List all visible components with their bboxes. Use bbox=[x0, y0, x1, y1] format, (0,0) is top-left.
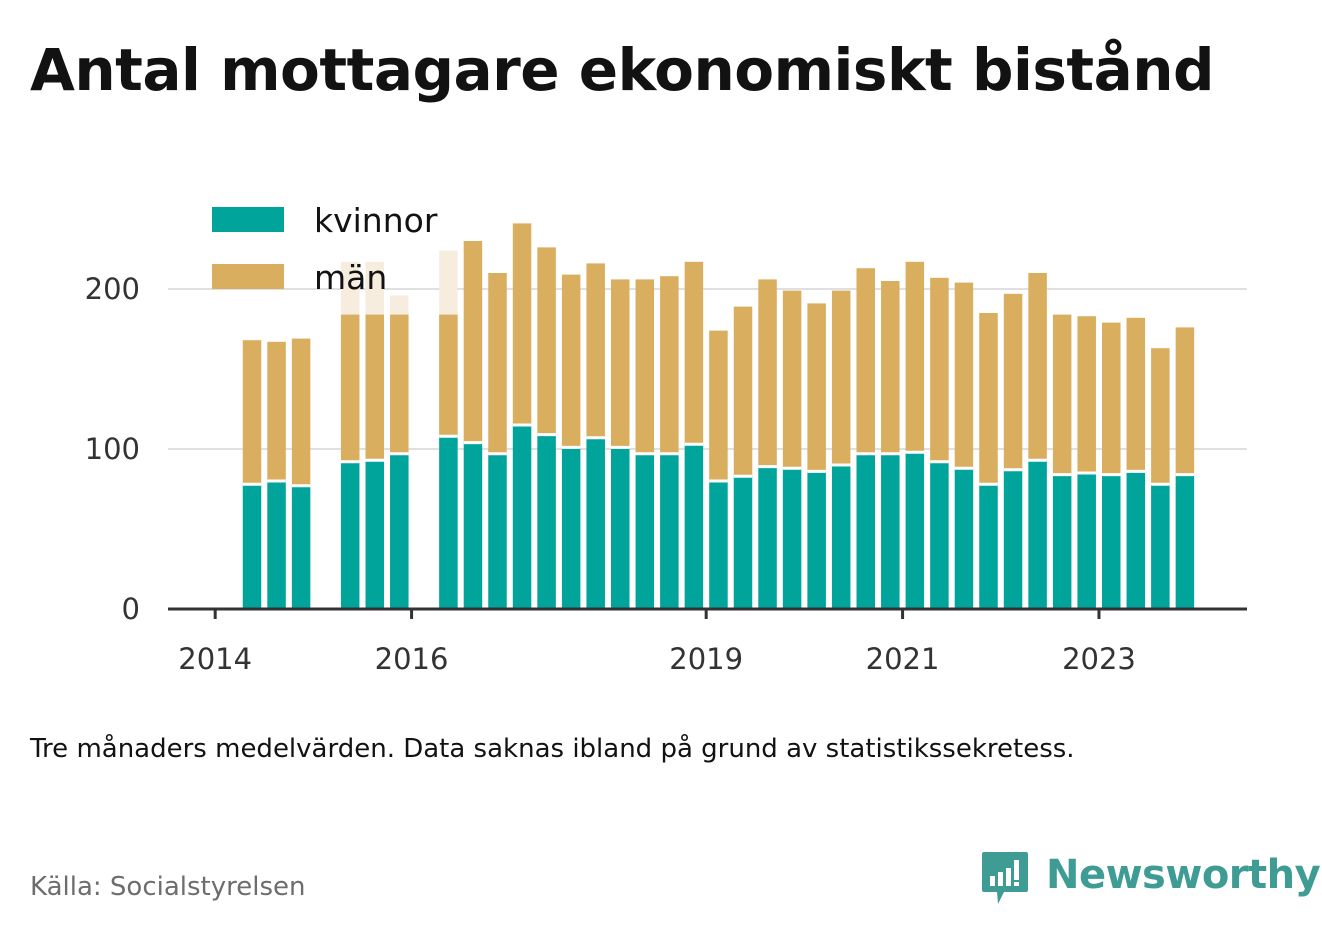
bar-man-2021-Q3 bbox=[954, 282, 974, 469]
bar-kvinnor-2022-Q3 bbox=[1052, 474, 1072, 609]
y-tick-label: 0 bbox=[122, 592, 140, 626]
bar-man-2018-Q2 bbox=[635, 279, 655, 454]
bar-kvinnor-2021-Q4 bbox=[979, 484, 998, 609]
bar-kvinnor-2015-Q3 bbox=[365, 460, 384, 609]
legend-label: män bbox=[314, 258, 387, 297]
source-label: Källa: Socialstyrelsen bbox=[30, 872, 306, 902]
bar-kvinnor-2016-Q3 bbox=[463, 442, 483, 609]
bar-kvinnor-2017-Q1 bbox=[512, 425, 532, 609]
bar-man-2021-Q2 bbox=[930, 277, 949, 462]
x-tick-label: 2019 bbox=[669, 642, 743, 676]
x-tick-label: 2023 bbox=[1062, 642, 1136, 676]
bar-man-2018-Q4 bbox=[684, 261, 704, 445]
bar-man-2023-Q1 bbox=[1102, 322, 1121, 475]
bar-chart-speech-bubble-icon bbox=[982, 852, 1028, 904]
bar-kvinnor-2014-Q4 bbox=[291, 485, 311, 609]
bar-man-2017-Q3 bbox=[561, 274, 581, 448]
x-tick-label: 2021 bbox=[866, 642, 940, 676]
brand-name: Newsworthy bbox=[1046, 852, 1321, 898]
y-tick-label: 100 bbox=[85, 432, 140, 466]
bar-kvinnor-2018-Q4 bbox=[684, 444, 704, 609]
bar-kvinnor-2018-Q1 bbox=[611, 447, 630, 609]
bar-kvinnor-2019-Q1 bbox=[709, 481, 728, 609]
bar-kvinnor-2021-Q2 bbox=[930, 461, 949, 609]
bar-kvinnor-2021-Q3 bbox=[954, 468, 974, 609]
bar-man-2016-Q4 bbox=[488, 273, 507, 454]
x-tick-label: 2014 bbox=[178, 642, 252, 676]
bar-man-2016-Q2 bbox=[439, 314, 458, 437]
bar-man-2023-Q3 bbox=[1151, 348, 1170, 485]
bar-man-2015-Q3 bbox=[365, 314, 384, 461]
bar-kvinnor-2023-Q4 bbox=[1175, 474, 1195, 609]
x-axis: 2014 2016 2019 2021 2023 bbox=[168, 607, 1247, 676]
y-tick-label: 200 bbox=[85, 272, 140, 306]
bar-man-2018-Q1 bbox=[611, 279, 630, 448]
bar-kvinnor-2018-Q2 bbox=[635, 453, 655, 609]
bar-kvinnor-2019-Q4 bbox=[782, 468, 802, 609]
bar-man-2017-Q2 bbox=[537, 247, 556, 435]
bar-man-2014-Q4 bbox=[291, 338, 311, 486]
bar-kvinnor-2016-Q2 bbox=[439, 436, 458, 609]
bar-man-2022-Q3 bbox=[1052, 314, 1072, 475]
chart-title: Antal mottagare ekonomiskt bistånd bbox=[30, 36, 1215, 104]
legend-swatch-man bbox=[212, 264, 284, 289]
bar-man-2020-Q2 bbox=[831, 290, 851, 465]
bar-kvinnor-2018-Q3 bbox=[660, 453, 679, 609]
bar-kvinnor-2023-Q3 bbox=[1151, 484, 1170, 609]
bar-man-2019-Q1 bbox=[709, 330, 728, 481]
bar-man-2023-Q4 bbox=[1175, 327, 1195, 475]
bar-kvinnor-2020-Q2 bbox=[831, 465, 851, 609]
bar-man-2017-Q1 bbox=[512, 223, 532, 425]
bar-kvinnor-2020-Q4 bbox=[881, 453, 900, 609]
chart-legend: kvinnor män bbox=[212, 201, 438, 297]
bar-man-2016-Q3 bbox=[463, 241, 483, 443]
bar-kvinnor-2014-Q3 bbox=[267, 481, 286, 609]
bar-kvinnor-2016-Q4 bbox=[488, 453, 507, 609]
stacked-bar-chart: 0 100 200 2014 2016 2019 2021 2023 kvinnor män bbox=[85, 201, 1247, 676]
bar-series bbox=[242, 223, 1195, 609]
bar-kvinnor-2022-Q4 bbox=[1077, 473, 1096, 609]
chart-note: Tre månaders medelvärden. Data saknas ib… bbox=[30, 734, 1075, 764]
bar-kvinnor-2015-Q2 bbox=[340, 461, 360, 609]
bar-man-2019-Q3 bbox=[758, 279, 777, 467]
bar-man-2018-Q3 bbox=[660, 276, 679, 454]
bar-man-2017-Q4 bbox=[586, 263, 605, 438]
legend-label: kvinnor bbox=[314, 201, 438, 240]
bar-man-2014-Q3 bbox=[267, 341, 286, 481]
bar-man-2019-Q2 bbox=[733, 306, 753, 477]
bar-man-2022-Q2 bbox=[1028, 273, 1047, 461]
bar-man-2021-Q4 bbox=[979, 313, 998, 485]
bar-kvinnor-2017-Q4 bbox=[586, 437, 605, 609]
bar-kvinnor-2022-Q2 bbox=[1028, 460, 1047, 609]
bar-man-2019-Q4 bbox=[782, 290, 802, 469]
bar-man-2020-Q4 bbox=[881, 281, 900, 454]
bar-kvinnor-2017-Q3 bbox=[561, 447, 581, 609]
bar-man-2022-Q1 bbox=[1003, 293, 1023, 470]
bar-man-2020-Q1 bbox=[807, 303, 826, 472]
bar-man-2023-Q2 bbox=[1126, 317, 1146, 472]
x-tick-label: 2016 bbox=[375, 642, 449, 676]
bar-kvinnor-2019-Q2 bbox=[733, 476, 753, 609]
bar-kvinnor-2014-Q2 bbox=[242, 484, 262, 609]
bar-kvinnor-2019-Q3 bbox=[758, 466, 777, 609]
bar-kvinnor-2020-Q3 bbox=[856, 453, 875, 609]
legend-swatch-kvinnor bbox=[212, 207, 284, 232]
bar-man-2015-Q2 bbox=[340, 314, 360, 462]
bar-man-2021-Q1 bbox=[905, 261, 925, 453]
bar-kvinnor-2017-Q2 bbox=[537, 434, 556, 609]
bar-man-2022-Q4 bbox=[1077, 316, 1096, 473]
bar-kvinnor-2023-Q1 bbox=[1102, 474, 1121, 609]
bar-kvinnor-2022-Q1 bbox=[1003, 469, 1023, 609]
bar-kvinnor-2015-Q4 bbox=[390, 453, 409, 609]
bar-kvinnor-2023-Q2 bbox=[1126, 471, 1146, 609]
y-axis-tick-labels: 0 100 200 bbox=[85, 272, 140, 626]
bar-man-2020-Q3 bbox=[856, 268, 875, 454]
bar-kvinnor-2020-Q1 bbox=[807, 471, 826, 609]
bar-man-2015-Q4 bbox=[390, 314, 409, 454]
bar-kvinnor-2021-Q1 bbox=[905, 452, 925, 609]
bar-man-2014-Q2 bbox=[242, 340, 262, 485]
